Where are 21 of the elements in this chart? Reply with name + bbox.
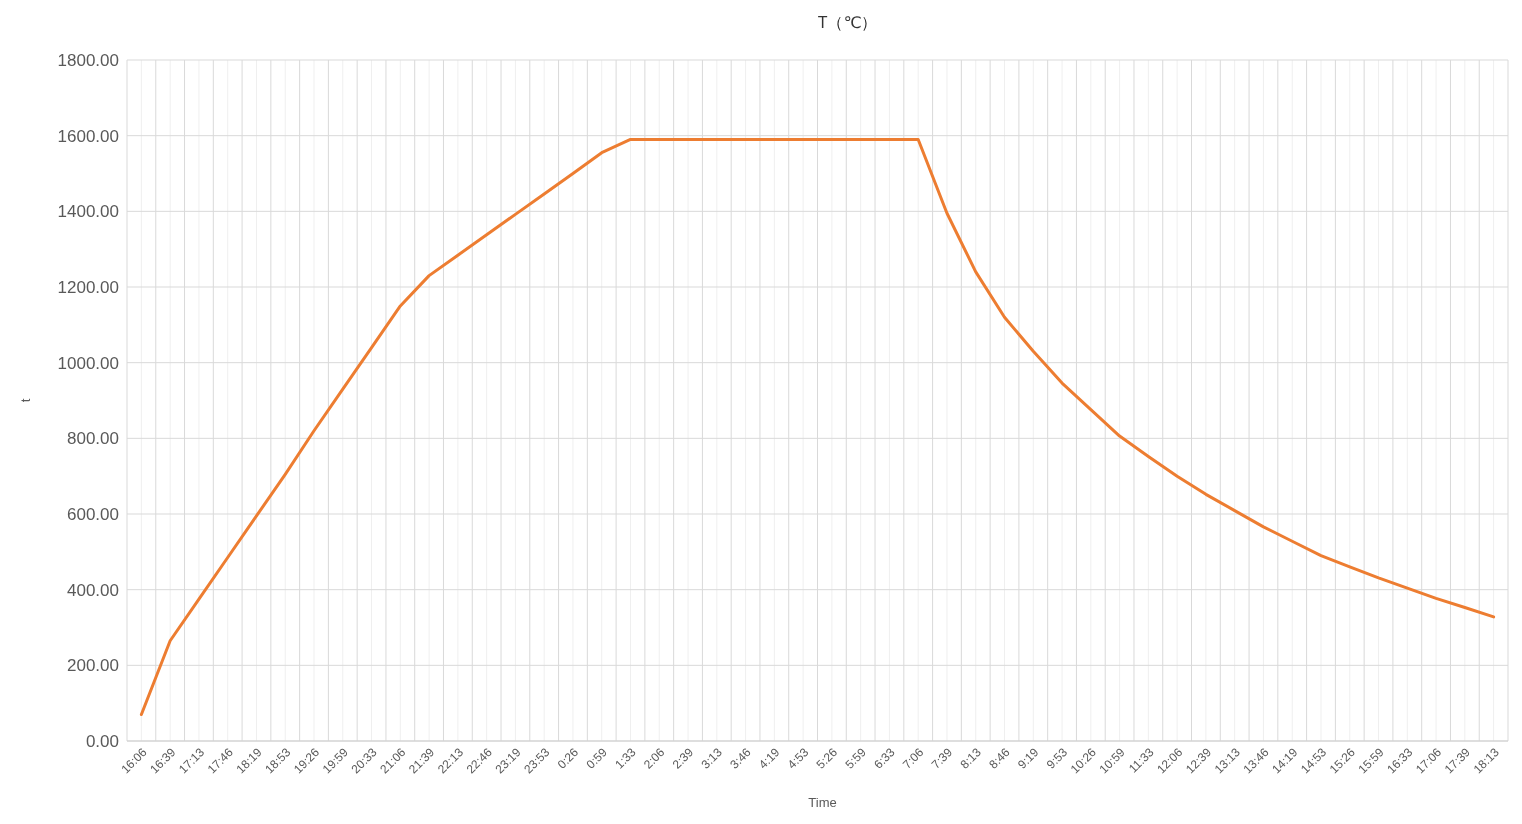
x-tick-label: 7:06 [899,744,927,772]
x-tick-label: 4:19 [756,744,783,772]
x-tick-label: 0:59 [583,744,611,772]
y-tick-label: 800.00 [67,429,119,449]
line-series [139,137,1496,717]
y-tick-label: 1200.00 [57,277,119,297]
x-tick-label: 7:39 [928,744,956,772]
y-tick-label: 200.00 [67,656,119,676]
y-tick-label: 0.00 [85,731,119,751]
y-tick-label: 1400.00 [57,202,119,222]
y-tick-label: 600.00 [67,504,119,524]
y-tick-label: 1800.00 [57,50,119,70]
x-tick-label: 4:53 [784,744,812,772]
y-axis-title: t [18,398,33,403]
x-tick-label: 0:26 [554,744,582,772]
y-tick-label: 400.00 [67,580,119,600]
y-tick-label: 1600.00 [57,126,119,146]
chart-title: T（℃） [817,14,878,31]
x-axis-title: Time [808,795,837,810]
y-tick-label: 1000.00 [57,353,119,373]
x-tick-label: 6:33 [871,744,898,772]
